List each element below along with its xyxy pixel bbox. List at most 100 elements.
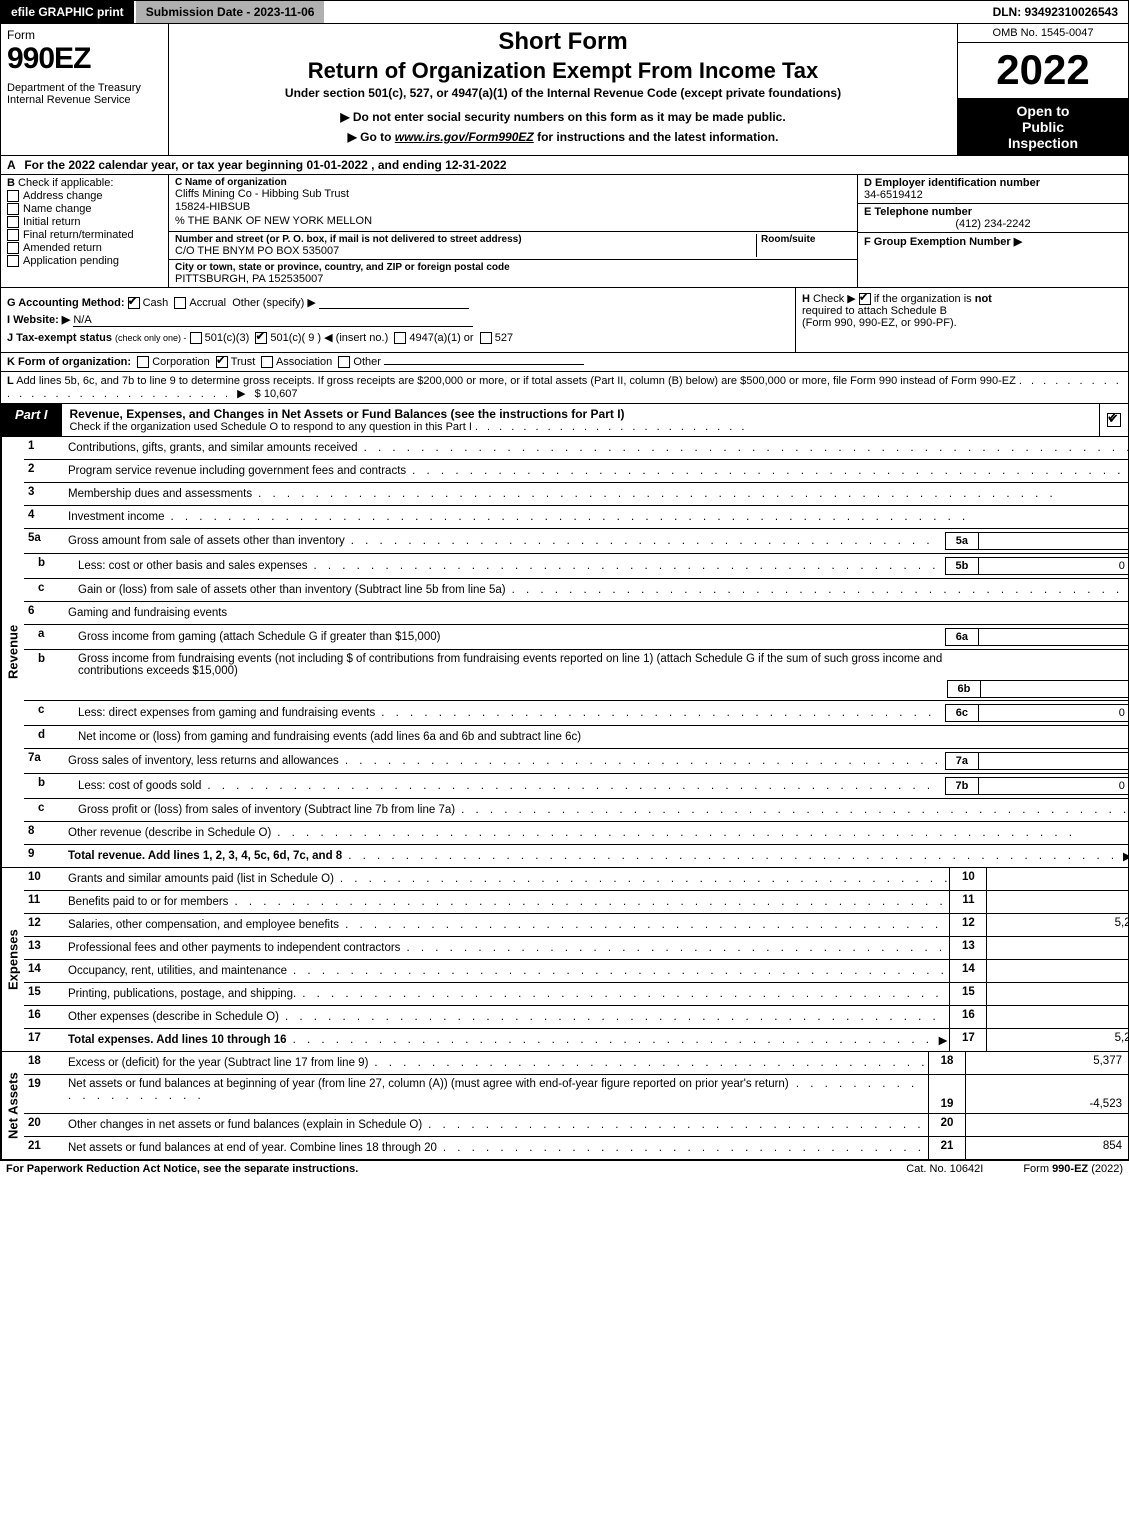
ln5a-ib-lbl: 5a <box>946 533 979 549</box>
ln7b-ib-lbl: 7b <box>946 778 979 794</box>
row-l: L Add lines 5b, 6c, and 7b to line 9 to … <box>0 372 1129 404</box>
ln19-val: -4,523 <box>965 1075 1128 1113</box>
checkbox-initial-return[interactable] <box>7 216 19 228</box>
ln20-rn: 20 <box>928 1114 965 1136</box>
ln6b-num: b <box>24 650 78 700</box>
subtitle-code-sections: Under section 501(c), 527, or 4947(a)(1)… <box>177 86 949 100</box>
checkbox-4947a1[interactable] <box>394 332 406 344</box>
checkbox-address-change[interactable] <box>7 190 19 202</box>
inspect-line2: Public <box>960 119 1126 135</box>
k-other-input[interactable] <box>384 364 584 365</box>
ln6d-desc: Net income or (loss) from gaming and fun… <box>78 731 581 743</box>
ln16-rn: 16 <box>949 1006 986 1028</box>
ln12-desc: Salaries, other compensation, and employ… <box>68 919 339 931</box>
d-ein-label: D Employer identification number <box>864 177 1122 189</box>
ln21-num: 21 <box>24 1137 68 1159</box>
footer-cat-no: Cat. No. 10642I <box>906 1163 983 1175</box>
ln6-desc: Gaming and fundraising events <box>68 607 227 619</box>
checkbox-trust[interactable]: ✔ <box>216 356 228 368</box>
ln9-desc: Total revenue. Add lines 1, 2, 3, 4, 5c,… <box>68 850 342 862</box>
open-to-public: Open to Public Inspection <box>958 99 1128 155</box>
part1-title-text: Revenue, Expenses, and Changes in Net As… <box>70 407 625 421</box>
org-name-2: 15824-HIBSUB <box>175 201 851 215</box>
ln13-desc: Professional fees and other payments to … <box>68 942 400 954</box>
ln13-rn: 13 <box>949 937 986 959</box>
g-other: Other (specify) ▶ <box>232 297 316 309</box>
ln11-num: 11 <box>24 891 68 913</box>
ln10-desc: Grants and similar amounts paid (list in… <box>68 873 334 885</box>
k-assoc: Association <box>276 356 332 368</box>
topbar-spacer <box>326 1 982 23</box>
submission-date: Submission Date - 2023-11-06 <box>136 1 327 23</box>
form-number: 990EZ <box>7 42 162 76</box>
j-opt4: 527 <box>495 332 513 344</box>
cb-label-1: Name change <box>23 203 92 215</box>
h-text4: (Form 990, 990-EZ, or 990-PF). <box>802 317 1122 329</box>
checkbox-amended-return[interactable] <box>7 242 19 254</box>
footer-left: For Paperwork Reduction Act Notice, see … <box>6 1163 866 1175</box>
ln6b-ib-val <box>981 681 1129 697</box>
irs-link[interactable]: www.irs.gov/Form990EZ <box>395 130 534 144</box>
ln2-desc: Program service revenue including govern… <box>68 465 406 477</box>
ln1-desc: Contributions, gifts, grants, and simila… <box>68 442 358 454</box>
checkbox-501c[interactable]: ✔ <box>255 332 267 344</box>
cb-label-0: Address change <box>23 190 103 202</box>
col-b-header: Check if applicable: <box>18 177 113 189</box>
i-website-label: I Website: ▶ <box>7 314 70 326</box>
ln20-num: 20 <box>24 1114 68 1136</box>
checkbox-association[interactable] <box>261 356 273 368</box>
part1-tab: Part I <box>1 404 62 436</box>
checkbox-other-org[interactable] <box>338 356 350 368</box>
cb-label-4: Amended return <box>23 242 102 254</box>
e-tel-value: (412) 234-2242 <box>864 218 1122 230</box>
part1-checkbox-cell: ✔ <box>1099 404 1128 436</box>
footer-right: Form 990-EZ (2022) <box>1023 1163 1123 1175</box>
h-label: H <box>802 293 810 305</box>
ln6a-num: a <box>24 625 78 649</box>
checkbox-h-not-required[interactable]: ✔ <box>859 293 871 305</box>
part1-title: Revenue, Expenses, and Changes in Net As… <box>62 404 1099 436</box>
ln7c-desc: Gross profit or (loss) from sales of inv… <box>78 804 455 816</box>
gh-right-h: H Check ▶ ✔ if the organization is not r… <box>795 288 1128 352</box>
checkbox-cash[interactable]: ✔ <box>128 297 140 309</box>
checkbox-final-return[interactable] <box>7 229 19 241</box>
checkbox-part1-schedule-o[interactable]: ✔ <box>1107 413 1121 427</box>
footer-right-post: (2022) <box>1088 1163 1123 1175</box>
ln12-num: 12 <box>24 914 68 936</box>
row-k: K Form of organization: Corporation ✔ Tr… <box>0 353 1129 372</box>
ln4-desc: Investment income <box>68 511 165 523</box>
ln5a-num: 5a <box>24 529 68 553</box>
warning-goto: ▶ Go to www.irs.gov/Form990EZ for instru… <box>177 130 949 144</box>
ln18-val: 5,377 <box>965 1052 1128 1074</box>
dln-number: DLN: 93492310026543 <box>983 1 1128 23</box>
efile-print-button[interactable]: efile GRAPHIC print <box>1 1 136 23</box>
expenses-table: Expenses 10Grants and similar amounts pa… <box>0 868 1129 1052</box>
checkbox-application-pending[interactable] <box>7 255 19 267</box>
ln17-desc: Total expenses. Add lines 10 through 16 <box>68 1034 287 1046</box>
block-b-to-f: B Check if applicable: Address change Na… <box>0 175 1129 288</box>
ln18-desc: Excess or (deficit) for the year (Subtra… <box>68 1057 368 1069</box>
ln12-val: 5,215 <box>986 914 1129 936</box>
ln16-desc: Other expenses (describe in Schedule O) <box>68 1011 279 1023</box>
checkbox-corporation[interactable] <box>137 356 149 368</box>
c-name-label: C Name of organization <box>175 177 851 188</box>
ln17-arrow-icon: ▶ <box>939 1033 948 1047</box>
title-return-exempt: Return of Organization Exempt From Incom… <box>177 58 949 84</box>
g-other-input[interactable] <box>319 308 469 309</box>
header-right: OMB No. 1545-0047 2022 Open to Public In… <box>957 24 1128 155</box>
k-other: Other <box>353 356 381 368</box>
revenue-table: Revenue 1Contributions, gifts, grants, a… <box>0 437 1129 868</box>
cb-label-5: Application pending <box>23 255 119 267</box>
ln16-val: 15 <box>986 1006 1129 1028</box>
j-label: J Tax-exempt status <box>7 332 112 344</box>
ln20-desc: Other changes in net assets or fund bala… <box>68 1119 422 1131</box>
checkbox-name-change[interactable] <box>7 203 19 215</box>
checkbox-accrual[interactable] <box>174 297 186 309</box>
ln17-val: 5,230 <box>986 1029 1129 1051</box>
ln18-num: 18 <box>24 1052 68 1074</box>
checkbox-527[interactable] <box>480 332 492 344</box>
ln6a-ib-lbl: 6a <box>946 629 979 645</box>
checkbox-501c3[interactable] <box>190 332 202 344</box>
c-city-label: City or town, state or province, country… <box>175 262 851 273</box>
sidebar-revenue: Revenue <box>1 437 24 867</box>
